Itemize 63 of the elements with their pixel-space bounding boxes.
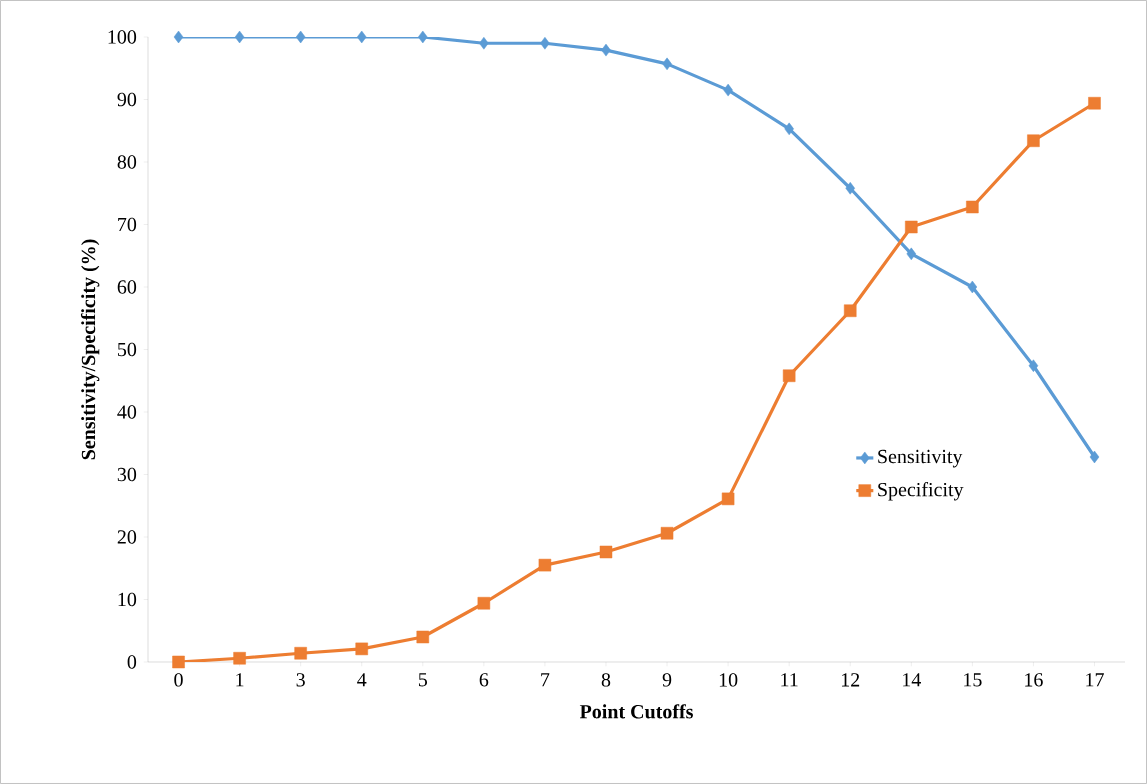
point	[966, 200, 979, 214]
y-tick-label: 50	[118, 342, 137, 357]
x-tick-label: 12	[841, 673, 860, 687]
point	[782, 369, 796, 382]
point	[1028, 359, 1039, 372]
point	[234, 30, 245, 44]
y-axis-title: Sensitivity/Specificity (%)	[80, 239, 100, 460]
point	[540, 36, 550, 50]
point	[906, 247, 917, 261]
point	[905, 220, 918, 234]
point	[295, 30, 306, 44]
point	[356, 30, 367, 44]
y-tick-label: 10	[118, 592, 137, 607]
x-tick-label: 11	[781, 673, 798, 687]
point	[723, 83, 733, 97]
x-tick-label: 7	[541, 673, 550, 687]
point	[172, 655, 185, 669]
y-tick-label: 80	[117, 155, 137, 169]
point	[1088, 96, 1101, 110]
legend-label: Sensitivity	[878, 449, 963, 468]
x-axis-title: Point Cutoffs	[579, 704, 693, 719]
point	[1089, 450, 1100, 464]
point	[601, 43, 611, 57]
point	[538, 558, 552, 572]
point	[233, 652, 246, 665]
x-tick-label: 0	[174, 673, 183, 687]
point	[967, 280, 978, 294]
point	[479, 36, 489, 50]
y-tick-label: 30	[117, 467, 137, 482]
x-tick-label: 4	[357, 673, 367, 687]
point	[845, 181, 855, 195]
x-tick-label: 1	[236, 673, 244, 687]
point	[294, 647, 307, 660]
x-tick-label: 9	[662, 673, 672, 687]
y-tick-label: 90	[117, 92, 137, 107]
x-tick-label: 5	[418, 673, 428, 687]
point	[721, 492, 735, 506]
x-tick-label: 3	[296, 673, 305, 687]
y-tick-label: 60	[117, 280, 137, 294]
point	[416, 630, 430, 644]
y-tick-label: 70	[118, 217, 137, 232]
point	[784, 122, 794, 136]
point	[843, 304, 857, 317]
point	[477, 597, 491, 610]
point	[662, 57, 672, 71]
x-tick-label: 6	[479, 673, 489, 687]
y-tick-label: 20	[117, 530, 137, 544]
point	[1027, 134, 1040, 147]
x-tick-label: 14	[903, 673, 921, 687]
y-tick-label: 100	[108, 30, 137, 44]
point	[660, 527, 674, 540]
x-tick-label: 17	[1086, 673, 1104, 687]
y-tick-label: 40	[117, 405, 137, 419]
x-tick-label: 16	[1025, 673, 1043, 687]
x-tick-label: 10	[719, 673, 738, 687]
point	[418, 30, 428, 44]
point	[173, 30, 184, 44]
legend-label: Specificity	[878, 482, 964, 501]
x-tick-label: 15	[964, 673, 982, 687]
x-tick-label: 8	[601, 673, 611, 687]
y-tick-label: 0	[127, 655, 137, 669]
point	[599, 545, 613, 559]
point	[355, 642, 368, 656]
